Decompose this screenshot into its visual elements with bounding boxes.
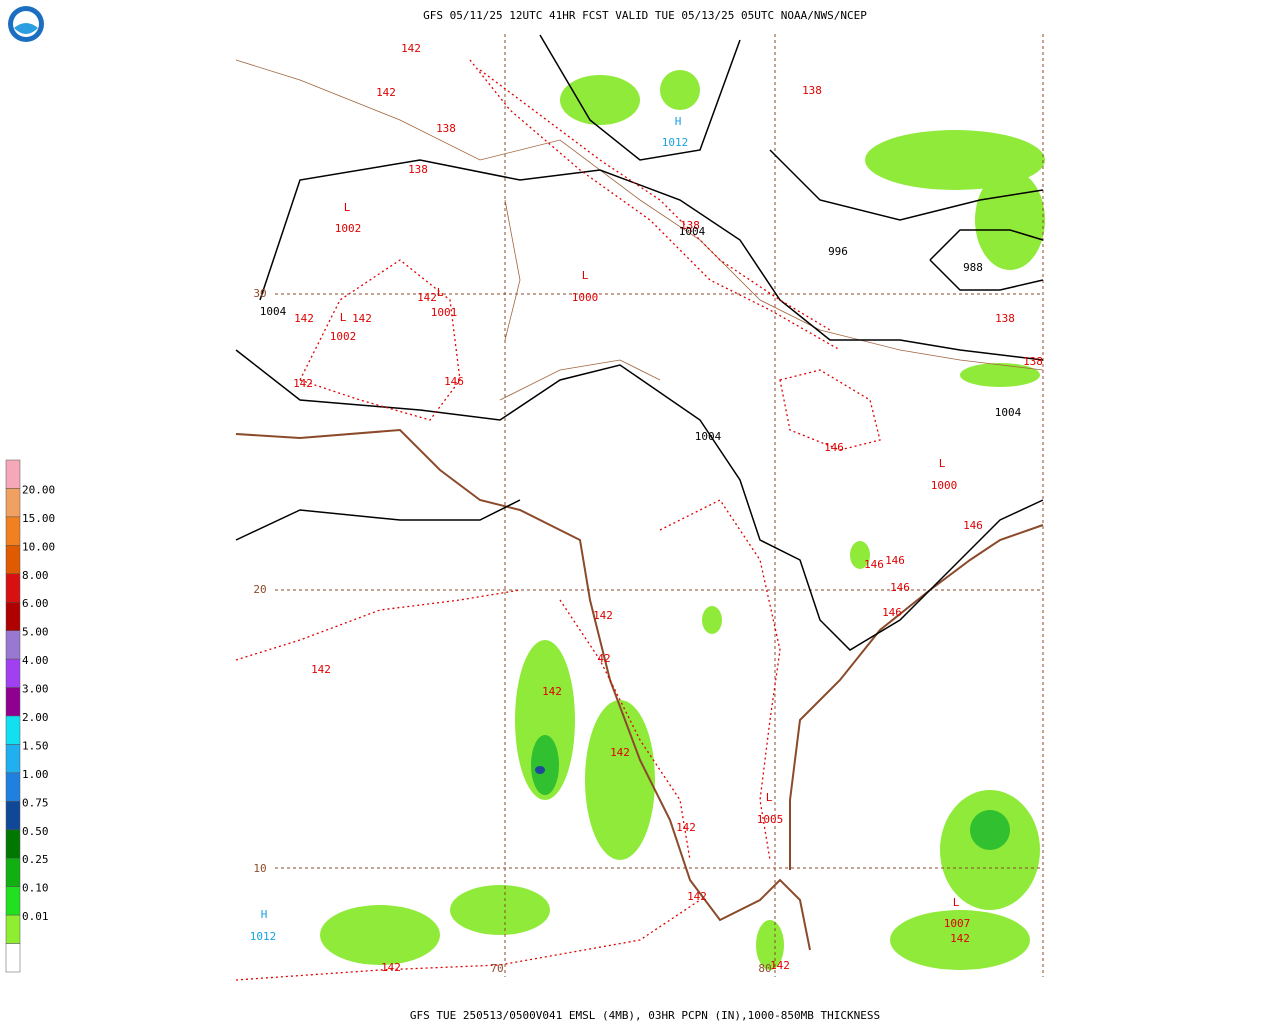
pressure-center-value: 1012: [250, 930, 277, 943]
pressure-center-value: 1012: [662, 136, 689, 149]
thickness-label: 142: [950, 932, 970, 945]
pressure-center-symbol: L: [437, 286, 444, 299]
thickness-label: 138: [802, 84, 822, 97]
legend-label: 0.25: [22, 853, 49, 866]
thickness-label: 142: [770, 959, 790, 972]
pressure-center-value: 1000: [572, 291, 599, 304]
legend-label: 0.50: [22, 825, 49, 838]
isobar-label: 1004: [695, 430, 722, 443]
legend-swatch: [5, 459, 21, 489]
legend-label: 5.00: [22, 626, 49, 639]
legend-swatch: [5, 914, 21, 944]
pressure-center-symbol: L: [953, 896, 960, 909]
legend-swatch: [5, 630, 21, 660]
legend-swatch: [5, 829, 21, 859]
pressure-center-symbol: H: [675, 115, 682, 128]
thickness-label: 146: [864, 558, 884, 571]
legend-swatch: [5, 573, 21, 603]
thickness-label: 142: [676, 821, 696, 834]
legend-label: 15.00: [22, 512, 55, 525]
thickness-label: 42: [597, 652, 610, 665]
legend-swatch: [5, 943, 21, 973]
longitude-label: 80: [758, 962, 771, 975]
legend-label: 0.75: [22, 796, 49, 809]
thickness-label: 146: [444, 375, 464, 388]
pressure-center-value: 1002: [330, 330, 357, 343]
thickness-label: 142: [610, 746, 630, 759]
legend-swatch: [5, 801, 21, 831]
thickness-label: 142: [352, 312, 372, 325]
pressure-center-symbol: L: [344, 201, 351, 214]
legend-swatch: [5, 687, 21, 717]
thickness-label: 138: [680, 219, 700, 232]
thickness-label: 142: [376, 86, 396, 99]
thickness-label: 142: [542, 685, 562, 698]
longitude-label: 70: [490, 962, 503, 975]
legend-label: 2.00: [22, 711, 49, 724]
legend-swatch: [5, 744, 21, 774]
thickness-label: 146: [885, 554, 905, 567]
isobar-label: 1004: [260, 305, 287, 318]
legend-swatch: [5, 488, 21, 518]
legend-swatch: [5, 857, 21, 887]
thickness-label: 138: [995, 312, 1015, 325]
legend-label: 1.00: [22, 768, 49, 781]
pressure-center-value: 1001: [431, 306, 458, 319]
legend: 20.00 15.00 10.00 8.00 6.00 5.00 4.00 3.00 2.00 1…: [5, 459, 55, 973]
thickness-label: 142: [381, 961, 401, 974]
title: GFS 05/11/25 12UTC 41HR FCST VALID TUE 0…: [423, 9, 867, 22]
pressure-center-value: 1002: [335, 222, 362, 235]
thickness-label: 142: [294, 312, 314, 325]
legend-label: 0.01: [22, 910, 49, 923]
isobar-label: 988: [963, 261, 983, 274]
thickness-label: 146: [890, 581, 910, 594]
thickness-label: 146: [963, 519, 983, 532]
pressure-center-symbol: L: [939, 457, 946, 470]
latitude-label: 30: [253, 287, 266, 300]
thickness-label: 138: [436, 122, 456, 135]
latitude-label: 10: [253, 862, 266, 875]
legend-label: 20.00: [22, 483, 55, 496]
legend-label: 8.00: [22, 569, 49, 582]
thickness-label: 146: [824, 441, 844, 454]
isobar-label: 996: [828, 245, 848, 258]
legend-swatch: [5, 658, 21, 688]
latitude-label: 20: [253, 583, 266, 596]
legend-label: 6.00: [22, 597, 49, 610]
pressure-center-value: 1007: [944, 917, 971, 930]
pressure-center-symbol: L: [340, 311, 347, 324]
isobar-label: 1004: [995, 406, 1022, 419]
legend-swatch: [5, 715, 21, 745]
isobar-label: 1004: [679, 225, 706, 238]
thickness-label: 142: [593, 609, 613, 622]
map-area: [235, 34, 1045, 981]
thickness-label: 146: [882, 606, 902, 619]
thickness-label: 142: [687, 890, 707, 903]
legend-swatch: [5, 886, 21, 916]
thickness-label: 142: [417, 291, 437, 304]
thickness-label: 138: [1023, 355, 1043, 368]
pressure-center-value: 1000: [931, 479, 958, 492]
pressure-center-symbol: L: [766, 791, 773, 804]
pressure-center-value: 1005: [757, 813, 784, 826]
thickness-label: 142: [311, 663, 331, 676]
legend-swatch: [5, 545, 21, 575]
pressure-center-symbol: L: [582, 269, 589, 282]
legend-label: 1.50: [22, 739, 49, 752]
legend-swatch: [5, 516, 21, 546]
thickness-label: 142: [293, 377, 313, 390]
footer: GFS TUE 250513/0500V041 EMSL (4MB), 03HR…: [410, 1009, 880, 1022]
legend-label: 0.10: [22, 882, 49, 895]
legend-label: 4.00: [22, 654, 49, 667]
pressure-center-symbol: H: [261, 908, 268, 921]
legend-swatch: [5, 772, 21, 802]
thickness-label: 142: [401, 42, 421, 55]
legend-swatch: [5, 601, 21, 631]
legend-label: 3.00: [22, 683, 49, 696]
legend-label: 10.00: [22, 540, 55, 553]
thickness-label: 138: [408, 163, 428, 176]
